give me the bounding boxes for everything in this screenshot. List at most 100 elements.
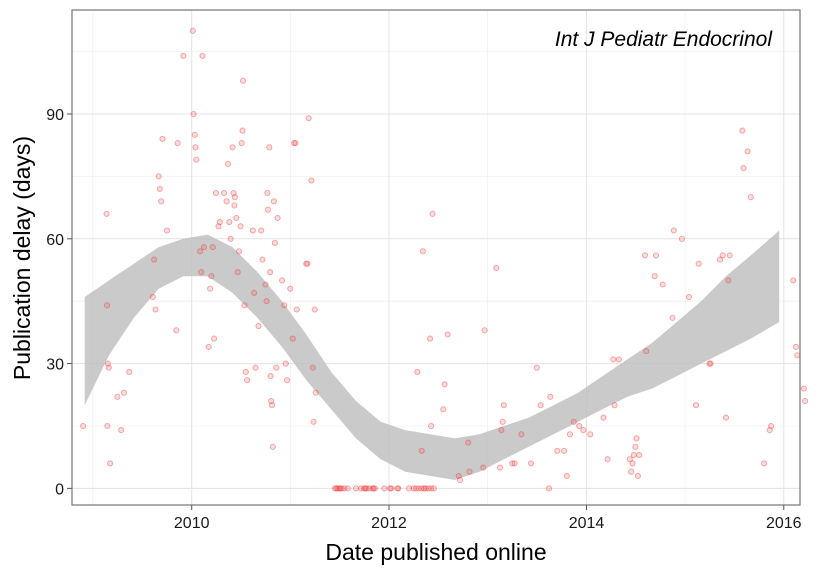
data-point xyxy=(126,368,133,375)
data-point xyxy=(794,352,801,359)
data-point xyxy=(669,314,676,321)
data-point xyxy=(643,348,650,355)
data-point xyxy=(80,422,87,430)
data-point xyxy=(273,364,280,371)
data-point xyxy=(428,485,435,492)
data-point xyxy=(105,364,112,371)
data-point xyxy=(600,414,607,421)
data-point xyxy=(369,485,376,492)
data-point xyxy=(104,302,111,309)
data-point xyxy=(192,144,199,151)
data-point xyxy=(284,377,291,384)
data-point xyxy=(352,485,360,492)
data-point xyxy=(241,302,248,309)
data-point xyxy=(455,472,462,479)
data-point xyxy=(251,289,258,296)
data-point xyxy=(269,443,276,450)
x-axis-ticks: 2010 2012 2014 2016 xyxy=(174,505,802,532)
data-point xyxy=(244,377,251,384)
data-point xyxy=(205,343,212,350)
data-point xyxy=(227,235,234,242)
data-point xyxy=(545,485,553,492)
data-point xyxy=(428,422,435,430)
data-point xyxy=(114,393,121,400)
data-point xyxy=(611,402,618,409)
data-point xyxy=(262,281,269,288)
y-tick-label: 90 xyxy=(46,107,64,124)
data-point xyxy=(233,214,240,222)
data-point xyxy=(344,485,351,492)
data-point xyxy=(224,160,231,167)
data-point xyxy=(212,189,220,197)
data-point xyxy=(341,485,348,492)
data-point xyxy=(274,214,281,222)
data-point xyxy=(576,422,583,430)
data-point xyxy=(427,335,434,342)
data-point xyxy=(191,131,198,138)
data-point xyxy=(189,27,196,34)
data-point xyxy=(371,485,378,492)
data-point xyxy=(415,485,422,492)
data-point xyxy=(239,127,246,134)
data-point xyxy=(511,460,518,467)
data-point xyxy=(209,244,216,251)
data-point xyxy=(292,140,299,147)
data-point xyxy=(240,77,247,84)
data-point xyxy=(370,485,377,492)
data-point xyxy=(563,472,570,479)
data-point xyxy=(230,189,237,197)
data-point xyxy=(278,277,286,284)
data-point xyxy=(311,306,318,313)
data-point xyxy=(159,135,166,142)
data-point xyxy=(444,331,451,338)
y-tick-label: 0 xyxy=(55,481,64,498)
data-point xyxy=(496,464,504,471)
data-point xyxy=(747,194,754,201)
data-point xyxy=(480,464,487,471)
data-point xyxy=(149,293,156,301)
data-point xyxy=(561,447,568,454)
data-point xyxy=(441,381,448,388)
data-point xyxy=(632,443,639,450)
x-tick-label: 2010 xyxy=(174,515,210,532)
data-point xyxy=(180,52,187,59)
data-point xyxy=(289,335,296,342)
data-point xyxy=(197,248,204,255)
data-point xyxy=(312,389,319,396)
data-point xyxy=(190,110,197,118)
data-point xyxy=(410,485,417,492)
data-point xyxy=(308,177,315,184)
data-point xyxy=(465,439,472,446)
data-point xyxy=(587,431,594,438)
data-point xyxy=(518,431,525,438)
data-point xyxy=(200,244,207,251)
data-point xyxy=(499,418,506,425)
smooth-band-layer xyxy=(84,230,780,480)
data-point xyxy=(268,402,276,409)
data-point xyxy=(790,277,797,284)
data-point xyxy=(199,52,206,59)
data-point xyxy=(362,485,369,492)
data-point xyxy=(221,189,228,197)
x-tick-label: 2014 xyxy=(569,515,605,532)
data-point xyxy=(685,293,692,301)
data-point xyxy=(440,406,447,413)
data-point xyxy=(457,476,464,484)
data-point xyxy=(744,148,751,155)
data-point xyxy=(238,140,245,147)
data-point xyxy=(304,260,311,267)
data-point xyxy=(719,252,726,259)
data-point xyxy=(293,306,300,313)
data-point xyxy=(267,373,274,380)
y-tick-label: 30 xyxy=(46,357,64,374)
data-point xyxy=(388,485,395,492)
plot-annotation: Int J Pediatr Endocrinol xyxy=(555,28,773,51)
data-point xyxy=(580,427,587,434)
data-point xyxy=(802,397,809,405)
data-point xyxy=(792,343,799,350)
data-point xyxy=(768,422,775,430)
data-point xyxy=(547,393,554,400)
data-point xyxy=(104,360,111,367)
data-point xyxy=(152,306,159,313)
